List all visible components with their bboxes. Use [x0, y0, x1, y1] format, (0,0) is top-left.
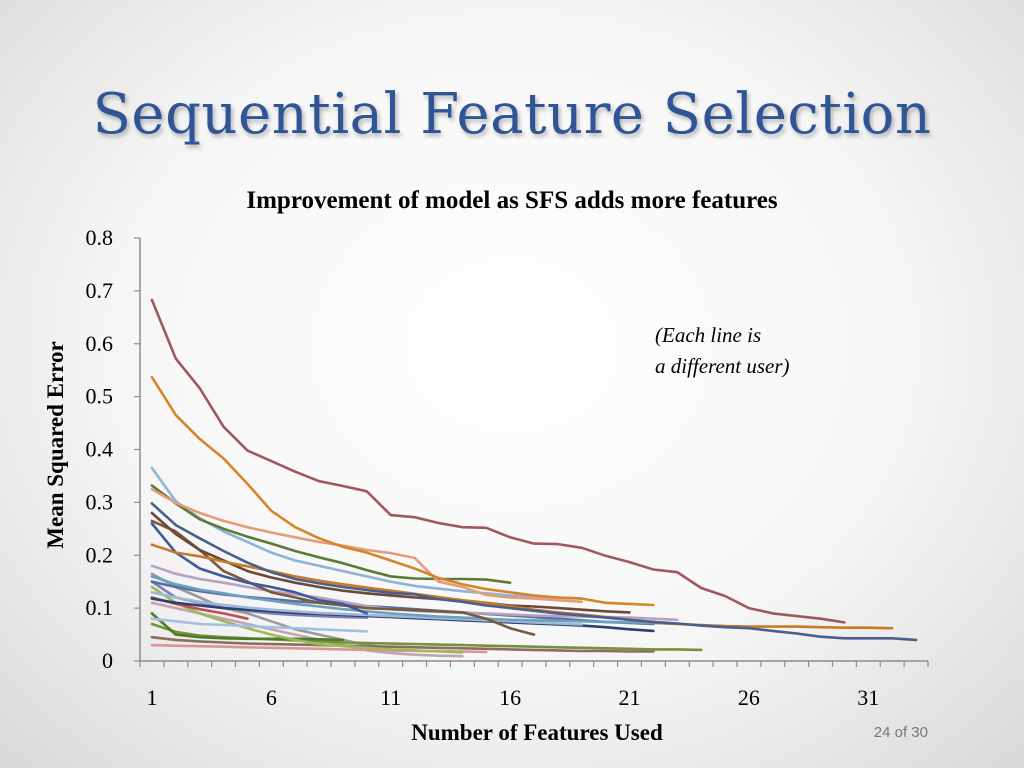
x-tick-label: 6 — [266, 685, 277, 710]
y-tick-label: 0.8 — [86, 225, 114, 250]
x-tick-label: 31 — [857, 685, 879, 710]
series-group — [150, 298, 918, 658]
slide-title: Sequential Feature Selection — [92, 82, 932, 147]
x-tick-label: 16 — [499, 685, 521, 710]
series-line — [150, 487, 584, 604]
annotation-line-2: a different user) — [655, 354, 790, 378]
series-line — [150, 519, 536, 636]
x-tick-label: 26 — [738, 685, 760, 710]
series-line — [150, 575, 679, 626]
y-axis: 0 0.1 0.2 0.3 0.4 0.5 0.6 0.7 0.8 — [86, 225, 141, 673]
series-line — [150, 635, 655, 653]
y-tick-label: 0.7 — [86, 278, 114, 303]
y-tick-label: 0.1 — [86, 595, 114, 620]
x-tick-label: 21 — [619, 685, 641, 710]
y-tick-label: 0.5 — [86, 384, 114, 409]
x-axis: 1 6 11 16 21 26 31 — [139, 660, 929, 710]
series-line — [150, 617, 369, 633]
series-line — [150, 298, 846, 624]
y-tick-label: 0.4 — [86, 437, 114, 462]
series-line — [150, 612, 345, 642]
annotation-line-1: (Each line is — [655, 323, 762, 347]
series-line — [150, 484, 512, 585]
series-line — [150, 466, 584, 600]
chart-annotation: (Each line is a different user) — [655, 320, 790, 382]
x-tick-label: 1 — [146, 685, 157, 710]
y-axis-label: Mean Squared Error — [43, 341, 68, 548]
series-line — [150, 590, 584, 626]
y-tick-label: 0.2 — [86, 542, 114, 567]
page-number: 24 of 30 — [873, 724, 928, 741]
y-tick-label: 0 — [102, 648, 113, 673]
y-tick-label: 0.6 — [86, 331, 114, 356]
chart-title: Improvement of model as SFS adds more fe… — [246, 187, 778, 214]
series-line — [150, 502, 918, 642]
series-line — [150, 522, 369, 615]
x-axis-label: Number of Features Used — [411, 720, 663, 745]
series-line — [150, 585, 464, 654]
series-line — [150, 375, 655, 607]
y-tick-label: 0.3 — [86, 489, 114, 514]
x-tick-label: 11 — [380, 685, 401, 710]
